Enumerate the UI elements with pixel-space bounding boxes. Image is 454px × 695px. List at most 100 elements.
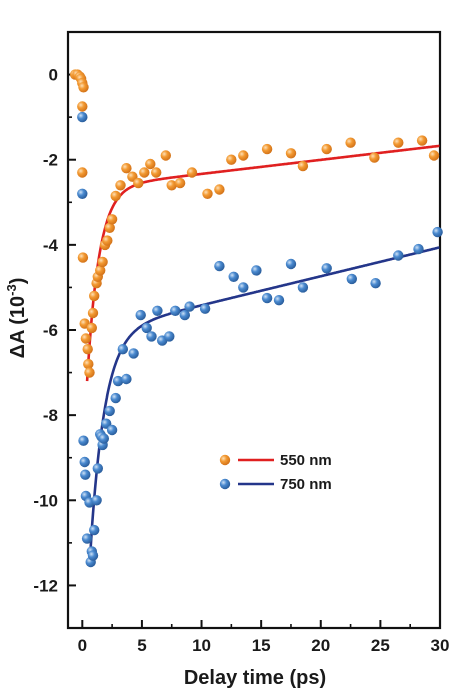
data-point-550nm: [174, 177, 186, 189]
data-point-750nm: [80, 469, 91, 480]
data-point-550nm: [97, 256, 108, 268]
data-point-550nm: [84, 367, 95, 378]
data-point-750nm: [285, 258, 297, 270]
data-point-750nm: [251, 265, 262, 276]
data-point-750nm: [77, 188, 88, 199]
y-tick-label: 0: [49, 66, 58, 85]
data-point-550nm: [416, 135, 428, 146]
data-point-550nm: [133, 177, 144, 189]
y-tick-label: -12: [33, 576, 58, 595]
data-point-750nm: [146, 331, 157, 342]
legend: 550 nm 750 nm: [219, 452, 332, 493]
data-point-550nm: [106, 214, 118, 225]
data-point-550nm: [186, 167, 198, 178]
data-point-750nm: [199, 303, 211, 314]
data-point-550nm: [145, 158, 156, 170]
data-point-550nm: [104, 222, 115, 233]
fit-line-750nm: [89, 246, 440, 548]
data-point-750nm: [164, 331, 175, 342]
x-tick-label: 20: [311, 636, 330, 655]
data-point-550nm: [214, 184, 225, 195]
data-point-550nm: [393, 137, 404, 148]
data-point-550nm: [121, 163, 132, 174]
data-point-750nm: [214, 260, 225, 272]
x-axis-ticks: 0 5 10 15 20 25 30: [78, 620, 450, 655]
data-point-750nm: [79, 456, 90, 468]
data-point-550nm: [77, 252, 89, 263]
fit-line-550nm: [85, 144, 440, 382]
data-point-750nm: [413, 243, 424, 255]
y-axis-title: ΔA (10-3): [4, 278, 29, 359]
data-point-750nm: [273, 295, 285, 306]
x-tick-label: 15: [252, 636, 271, 655]
data-point-750nm: [92, 463, 104, 474]
data-point-550nm: [321, 143, 332, 155]
data-point-550nm: [95, 265, 106, 276]
data-point-750nm: [346, 273, 357, 285]
data-point-750nm: [170, 305, 181, 316]
y-tick-label: -8: [43, 406, 58, 425]
data-point-550nm: [115, 180, 126, 191]
data-point-750nm: [89, 524, 100, 536]
data-point-750nm: [81, 533, 93, 544]
x-tick-label: 25: [371, 636, 390, 655]
legend-label: 550 nm: [280, 452, 332, 469]
data-point-550nm: [166, 180, 177, 191]
data-point-750nm: [152, 305, 163, 316]
data-point-550nm: [202, 188, 213, 199]
data-point-750nm: [393, 250, 404, 261]
data-point-550nm: [160, 150, 171, 161]
data-point-550nm: [89, 290, 100, 302]
data-point-550nm: [151, 167, 162, 178]
data-point-550nm: [238, 150, 249, 161]
data-points: [70, 69, 443, 568]
data-point-750nm: [128, 348, 139, 359]
legend-marker: [219, 454, 231, 466]
data-point-550nm: [369, 152, 380, 163]
y-tick-label: -10: [33, 491, 58, 510]
data-point-750nm: [297, 282, 309, 293]
y-axis-title-close: ): [7, 278, 29, 285]
y-axis-ticks: 0 -2 -4 -6 -8 -10 -12: [33, 66, 76, 595]
data-point-550nm: [285, 148, 297, 159]
y-tick-label: -4: [43, 236, 59, 255]
data-point-750nm: [121, 373, 132, 385]
x-tick-label: 0: [78, 636, 87, 655]
data-point-750nm: [77, 111, 88, 123]
data-point-750nm: [184, 301, 195, 312]
data-point-750nm: [112, 375, 124, 387]
data-point-550nm: [139, 167, 150, 178]
data-point-550nm: [87, 307, 99, 319]
y-tick-label: -2: [43, 151, 58, 170]
data-point-750nm: [98, 433, 110, 444]
y-axis-title-exponent: -3: [4, 284, 19, 296]
data-point-750nm: [106, 424, 118, 436]
data-point-550nm: [297, 160, 309, 172]
x-tick-label: 10: [192, 636, 211, 655]
data-point-550nm: [110, 190, 121, 202]
data-point-750nm: [78, 435, 89, 446]
data-point-750nm: [117, 344, 128, 355]
plot-frame: [66, 30, 442, 630]
data-point-750nm: [370, 278, 381, 289]
data-point-750nm: [141, 322, 152, 334]
fit-curves: [85, 144, 440, 548]
data-point-750nm: [91, 495, 102, 506]
data-point-550nm: [80, 333, 92, 344]
data-point-550nm: [78, 82, 89, 93]
data-point-750nm: [238, 282, 249, 293]
data-point-550nm: [261, 143, 273, 155]
legend-marker: [219, 478, 231, 490]
data-point-550nm: [345, 137, 356, 148]
data-point-750nm: [228, 271, 239, 282]
data-point-550nm: [226, 154, 237, 165]
data-point-550nm: [102, 235, 113, 246]
data-point-550nm: [82, 344, 93, 355]
legend-label: 750 nm: [280, 476, 332, 493]
data-point-750nm: [135, 309, 146, 321]
x-tick-label: 5: [137, 636, 146, 655]
data-point-750nm: [87, 550, 99, 561]
x-tick-label: 30: [431, 636, 450, 655]
data-point-550nm: [428, 150, 440, 161]
